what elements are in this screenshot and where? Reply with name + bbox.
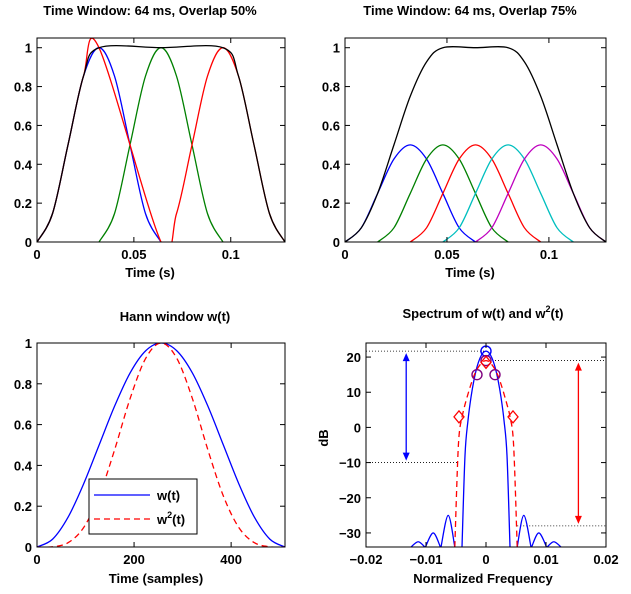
y-tick-label: 0 bbox=[25, 540, 32, 555]
y-tick-label: 1 bbox=[333, 41, 340, 56]
x-axis-label: Time (samples) bbox=[109, 571, 203, 586]
x-tick-label: 0 bbox=[33, 552, 40, 567]
marker-circle bbox=[472, 370, 482, 380]
series-line-1 bbox=[441, 515, 455, 547]
y-tick-label: 0.8 bbox=[322, 80, 340, 95]
series-line-3 bbox=[425, 533, 440, 547]
y-tick-label: 0.4 bbox=[14, 458, 33, 473]
series-line-8 bbox=[455, 417, 462, 547]
y-tick-label: 0.6 bbox=[14, 418, 32, 433]
plot-area bbox=[345, 47, 606, 242]
x-tick-label: 0.02 bbox=[593, 552, 618, 567]
y-tick-label: 0.4 bbox=[322, 157, 341, 172]
annotation-arrow-head-top bbox=[403, 353, 410, 361]
x-tick-label: 0.05 bbox=[121, 247, 146, 262]
plot-area bbox=[37, 38, 285, 251]
y-tick-label: 0.2 bbox=[14, 499, 32, 514]
panel-title: Time Window: 64 ms, Overlap 50% bbox=[43, 3, 257, 18]
y-axis-label: dB bbox=[316, 429, 331, 446]
x-tick-label: 0 bbox=[33, 247, 40, 262]
y-tick-label: 20 bbox=[347, 350, 361, 365]
x-tick-label: 0.1 bbox=[540, 247, 558, 262]
x-tick-label: 400 bbox=[220, 552, 242, 567]
series-line-3 bbox=[37, 46, 285, 242]
panel-overlap-75: Time Window: 64 ms, Overlap 75% Time (s)… bbox=[322, 3, 606, 280]
x-axis-label: Time (s) bbox=[445, 265, 495, 280]
x-tick-label: 0 bbox=[341, 247, 348, 262]
x-tick-label: 200 bbox=[123, 552, 145, 567]
x-axis-label: Time (s) bbox=[125, 265, 175, 280]
legend-label-w: w(t) bbox=[156, 488, 180, 503]
axes-frame bbox=[37, 38, 285, 242]
axes-frame bbox=[345, 38, 606, 242]
y-tick-label: 10 bbox=[347, 385, 361, 400]
panel-spectrum: Spectrum of w(t) and w2(t) Normalized Fr… bbox=[316, 304, 619, 586]
y-tick-label: 1 bbox=[25, 336, 32, 351]
y-tick-label: 0 bbox=[25, 235, 32, 250]
annotation-arrow-head-top bbox=[575, 363, 582, 371]
y-tick-label: 0 bbox=[333, 235, 340, 250]
marker-circle bbox=[490, 370, 500, 380]
y-tick-label: 0.6 bbox=[14, 118, 32, 133]
series-line-4 bbox=[532, 533, 547, 547]
y-tick-label: −10 bbox=[339, 456, 361, 471]
y-tick-label: 0.2 bbox=[14, 196, 32, 211]
series-line-2 bbox=[37, 38, 285, 251]
y-tick-label: 0 bbox=[354, 420, 361, 435]
plot-area bbox=[366, 346, 606, 547]
y-tick-label: 0.8 bbox=[14, 377, 32, 392]
x-tick-label: 0 bbox=[482, 552, 489, 567]
series-line-0 bbox=[37, 48, 161, 242]
panel-overlap-50: Time Window: 64 ms, Overlap 50% Time (s)… bbox=[14, 3, 285, 280]
x-axis-label: Normalized Frequency bbox=[413, 571, 553, 586]
x-tick-label: 0.01 bbox=[533, 552, 558, 567]
series-line-1 bbox=[99, 48, 223, 242]
y-tick-label: 1 bbox=[25, 41, 32, 56]
x-tick-label: 0.1 bbox=[222, 247, 240, 262]
series-line-0 bbox=[462, 351, 510, 547]
x-tick-label: −0.02 bbox=[350, 552, 383, 567]
panel-title: Time Window: 64 ms, Overlap 75% bbox=[363, 3, 577, 18]
x-tick-label: 0.05 bbox=[434, 247, 459, 262]
panel-title: Spectrum of w(t) and w2(t) bbox=[402, 304, 563, 321]
series-line-5 bbox=[411, 542, 425, 547]
axes-frame bbox=[366, 343, 606, 547]
y-tick-label: −30 bbox=[339, 526, 361, 541]
annotation-arrow-head-bottom bbox=[575, 516, 582, 524]
y-tick-label: 0.2 bbox=[322, 196, 340, 211]
legend: w(t) w2(t) bbox=[89, 479, 197, 534]
y-tick-label: 0.6 bbox=[322, 118, 340, 133]
y-tick-label: −20 bbox=[339, 491, 361, 506]
marker-diamond bbox=[481, 356, 491, 368]
annotation-arrow-head-bottom bbox=[403, 453, 410, 461]
series-line-2 bbox=[517, 515, 531, 547]
series-line-6 bbox=[547, 542, 561, 547]
y-tick-label: 0.4 bbox=[14, 157, 33, 172]
panel-title: Hann window w(t) bbox=[120, 309, 230, 324]
y-tick-label: 0.8 bbox=[14, 80, 32, 95]
x-tick-label: −0.01 bbox=[410, 552, 443, 567]
panel-hann-window: Hann window w(t) Time (samples) 0 200 400 0… bbox=[14, 309, 285, 586]
